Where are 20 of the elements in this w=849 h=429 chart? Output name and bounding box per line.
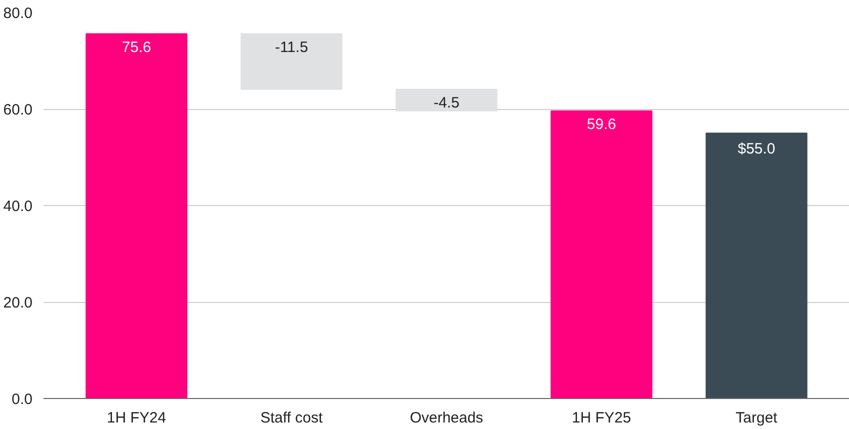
x-tick-label: 1H FY25 xyxy=(572,410,632,426)
bar xyxy=(86,33,188,398)
bar xyxy=(396,88,498,112)
x-tick-label: Staff cost xyxy=(260,410,324,426)
bar xyxy=(550,110,652,398)
data-label: $55.0 xyxy=(738,140,776,158)
bar xyxy=(240,33,342,90)
y-tick-label: 20.0 xyxy=(3,294,33,312)
data-label: -4.5 xyxy=(434,94,460,112)
data-label: 75.6 xyxy=(122,38,152,56)
bar xyxy=(706,132,808,398)
x-tick-label: Overheads xyxy=(410,410,484,426)
x-tick-label: 1H FY24 xyxy=(106,410,166,426)
data-label: -11.5 xyxy=(274,38,308,56)
y-tick-label: 0.0 xyxy=(12,391,33,408)
x-tick-label: Target xyxy=(736,410,778,426)
y-tick-label: 40.0 xyxy=(3,198,33,215)
y-tick-label: 80.0 xyxy=(3,5,33,22)
y-tick-label: 60.0 xyxy=(3,102,33,118)
data-label: 59.6 xyxy=(586,116,616,134)
